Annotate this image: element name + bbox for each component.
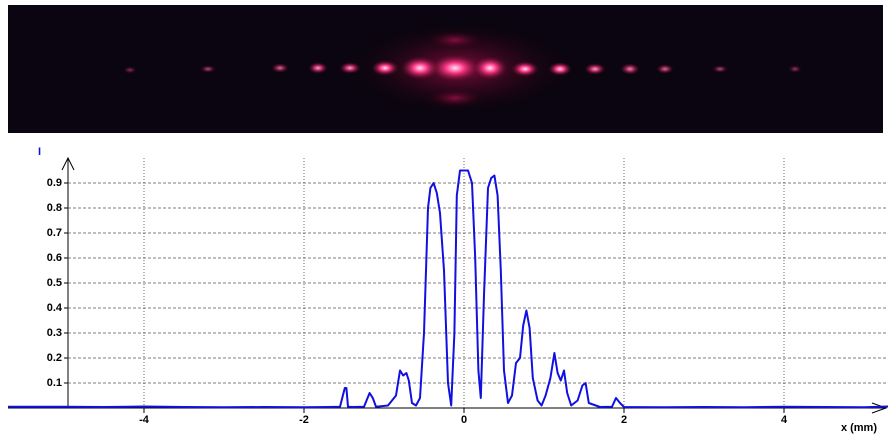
x-tick-label: 2	[621, 414, 627, 426]
y-tick-label: 0.5	[47, 277, 62, 289]
y-tick-label: 0.6	[47, 252, 62, 264]
y-tick-label: 0.8	[47, 202, 62, 214]
x-tick-label: 4	[781, 414, 788, 426]
y-tick-label: 0.9	[47, 177, 62, 189]
y-tick-label: 0.1	[47, 377, 62, 389]
diffraction-image	[8, 5, 883, 133]
y-axis-arrow	[61, 156, 75, 171]
x-axis-arrow	[871, 402, 888, 414]
x-tick-label: -4	[139, 414, 150, 426]
x-tick-label: -2	[299, 414, 309, 426]
y-tick-label: 0.4	[47, 302, 63, 314]
y-tick-label: 0.2	[47, 352, 62, 364]
x-tick-label: 0	[461, 414, 467, 426]
x-axis-label: x (mm)	[841, 422, 877, 434]
y-tick-label: 0.3	[47, 327, 62, 339]
y-axis-label: I	[38, 146, 41, 158]
y-tick-label: 0.7	[47, 227, 62, 239]
data-line	[8, 169, 889, 409]
